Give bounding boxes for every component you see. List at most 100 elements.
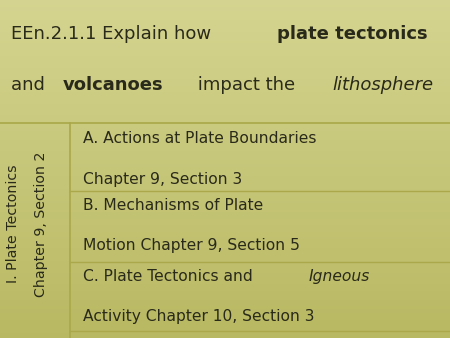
Bar xyxy=(0,61,450,63)
Bar xyxy=(0,196,450,198)
Bar xyxy=(0,311,450,313)
Bar xyxy=(0,241,450,243)
Bar xyxy=(0,90,450,92)
Bar xyxy=(0,144,450,146)
Bar xyxy=(0,171,450,173)
Bar xyxy=(0,286,450,288)
Bar xyxy=(0,140,450,142)
Bar xyxy=(0,11,450,14)
Bar xyxy=(0,99,450,101)
Bar xyxy=(0,58,450,61)
Bar xyxy=(0,203,450,205)
Bar xyxy=(0,104,450,106)
Bar xyxy=(0,331,450,334)
Bar xyxy=(0,88,450,90)
Bar xyxy=(0,47,450,50)
Bar xyxy=(0,101,450,104)
Bar xyxy=(0,36,450,38)
Text: Chapter 9, Section 2: Chapter 9, Section 2 xyxy=(34,151,49,297)
Text: Chapter 9, Section 3: Chapter 9, Section 3 xyxy=(83,172,243,187)
Text: Motion Chapter 9, Section 5: Motion Chapter 9, Section 5 xyxy=(83,238,300,253)
Bar xyxy=(0,304,450,307)
Bar xyxy=(0,50,450,52)
Bar xyxy=(0,257,450,259)
Bar xyxy=(0,29,450,31)
Bar xyxy=(0,131,450,133)
Bar xyxy=(0,219,450,221)
Bar xyxy=(0,261,450,264)
Text: C. Plate Tectonics and: C. Plate Tectonics and xyxy=(83,269,258,284)
Bar xyxy=(0,207,450,210)
Bar xyxy=(0,255,450,257)
Text: B. Mechanisms of Plate: B. Mechanisms of Plate xyxy=(83,198,264,213)
Bar xyxy=(0,192,450,194)
Bar xyxy=(0,183,450,185)
Bar xyxy=(0,300,450,302)
Bar xyxy=(0,293,450,295)
Bar xyxy=(0,273,450,275)
Bar xyxy=(0,0,450,2)
Text: Igneous: Igneous xyxy=(309,269,370,284)
Bar xyxy=(0,97,450,99)
Bar xyxy=(0,146,450,149)
Bar xyxy=(0,237,450,239)
Bar xyxy=(0,309,450,311)
Bar xyxy=(0,27,450,29)
Bar xyxy=(0,34,450,36)
Bar xyxy=(0,259,450,261)
Bar xyxy=(0,68,450,70)
Bar xyxy=(0,221,450,223)
Bar xyxy=(0,122,450,124)
Bar xyxy=(0,41,450,43)
Bar xyxy=(0,153,450,155)
Bar xyxy=(0,185,450,187)
Bar xyxy=(0,334,450,336)
Text: and: and xyxy=(11,76,51,94)
Bar xyxy=(0,160,450,162)
Bar xyxy=(0,138,450,140)
Bar xyxy=(0,2,450,4)
Bar xyxy=(0,79,450,81)
Bar xyxy=(0,65,450,68)
Bar xyxy=(0,7,450,9)
Text: volcanoes: volcanoes xyxy=(63,76,163,94)
Bar xyxy=(0,264,450,266)
Bar xyxy=(0,158,450,160)
Bar xyxy=(0,275,450,277)
Text: A. Actions at Plate Boundaries: A. Actions at Plate Boundaries xyxy=(83,131,317,146)
Bar xyxy=(0,20,450,23)
Bar xyxy=(0,176,450,178)
Bar xyxy=(0,95,450,97)
Bar xyxy=(0,284,450,286)
Text: plate tectonics: plate tectonics xyxy=(277,25,428,43)
Bar xyxy=(0,295,450,297)
Bar xyxy=(0,9,450,11)
Bar xyxy=(0,162,450,165)
Bar xyxy=(0,234,450,237)
Bar xyxy=(0,320,450,322)
Bar xyxy=(0,4,450,7)
Bar xyxy=(0,315,450,318)
Bar xyxy=(0,324,450,327)
Bar xyxy=(0,81,450,83)
Bar xyxy=(0,327,450,329)
Bar xyxy=(0,223,450,225)
Bar xyxy=(0,86,450,88)
Bar xyxy=(0,173,450,176)
Bar xyxy=(0,198,450,200)
Bar xyxy=(0,117,450,119)
Bar xyxy=(0,43,450,45)
Bar xyxy=(0,230,450,232)
Bar xyxy=(0,108,450,111)
Bar xyxy=(0,56,450,58)
Bar xyxy=(0,322,450,324)
Text: impact the: impact the xyxy=(192,76,301,94)
Bar xyxy=(0,288,450,291)
Bar xyxy=(0,128,450,131)
Bar xyxy=(0,142,450,144)
Bar xyxy=(0,313,450,315)
Bar xyxy=(0,318,450,320)
Bar xyxy=(0,77,450,79)
Bar xyxy=(0,200,450,203)
Bar xyxy=(0,23,450,25)
